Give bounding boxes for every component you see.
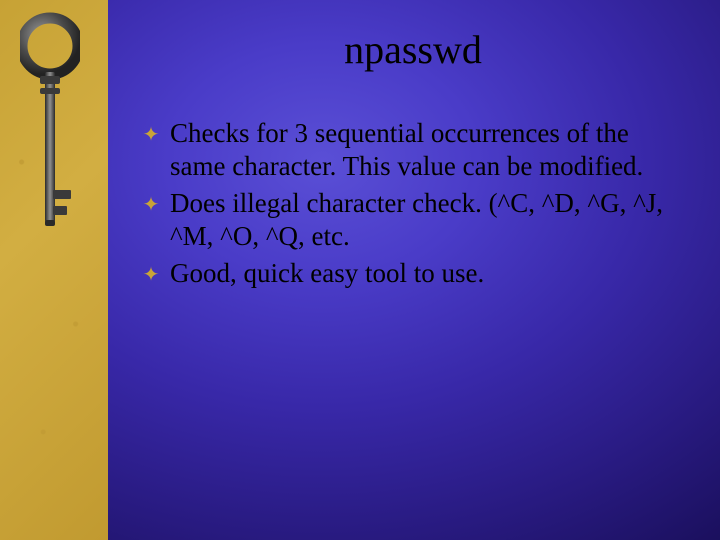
- bullet-icon: ✦: [142, 123, 160, 147]
- antique-key-icon: [20, 12, 80, 252]
- slide-body: npasswd ✦ Checks for 3 sequential occurr…: [108, 0, 720, 540]
- bullet-icon: ✦: [142, 263, 160, 287]
- bullet-list: ✦ Checks for 3 sequential occurrences of…: [136, 117, 690, 290]
- list-item: ✦ Good, quick easy tool to use.: [142, 257, 690, 290]
- bullet-text: Does illegal character check. (^C, ^D, ^…: [170, 187, 690, 253]
- bullet-icon: ✦: [142, 193, 160, 217]
- bullet-text: Good, quick easy tool to use.: [170, 257, 690, 290]
- slide-title: npasswd: [136, 26, 690, 73]
- bullet-text: Checks for 3 sequential occurrences of t…: [170, 117, 690, 183]
- list-item: ✦ Does illegal character check. (^C, ^D,…: [142, 187, 690, 253]
- list-item: ✦ Checks for 3 sequential occurrences of…: [142, 117, 690, 183]
- sidebar-key-panel: [0, 0, 108, 540]
